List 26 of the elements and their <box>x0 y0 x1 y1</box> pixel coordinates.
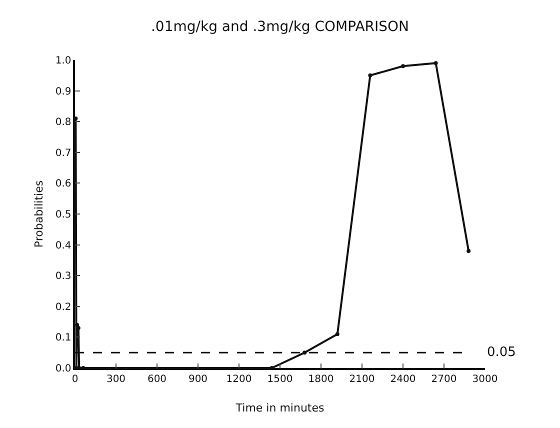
y-tick-label: 0.7 <box>55 148 72 159</box>
x-tick-label: 0 <box>72 374 78 385</box>
x-tick-label: 300 <box>106 374 126 385</box>
y-tick-label: 1.0 <box>55 56 72 66</box>
y-tick-label: 0.8 <box>55 117 72 128</box>
x-tick-label: 1200 <box>226 374 252 385</box>
y-tick-label: 0.5 <box>55 210 72 220</box>
chart-title: .01mg/kg and .3mg/kg COMPARISON <box>150 19 410 36</box>
y-tick-label: 0.9 <box>55 86 72 98</box>
x-axis-title: Time in minutes <box>234 402 324 414</box>
x-tick-label: 2400 <box>390 374 416 385</box>
x-tick-label: 600 <box>147 374 167 385</box>
x-tick-label: 1500 <box>267 374 293 385</box>
y-axis-title: Probabilities <box>32 180 46 248</box>
x-tick-label: 2100 <box>349 374 375 385</box>
y-tick-label: 0.1 <box>55 332 72 344</box>
y-tick-label: 0.4 <box>55 240 72 252</box>
y-tick-label: 0.2 <box>55 302 72 313</box>
x-tick-label: 3000 <box>472 374 498 385</box>
x-tick-label: 2700 <box>431 374 457 385</box>
x-tick-label: 900 <box>188 374 208 385</box>
y-tick-label: 0.0 <box>55 364 72 374</box>
y-tick-label: 0.3 <box>55 271 72 282</box>
ref-line-label: 0.05 <box>487 345 516 360</box>
y-tick-label: 0.6 <box>55 178 72 190</box>
x-tick-label: 1800 <box>308 374 334 385</box>
